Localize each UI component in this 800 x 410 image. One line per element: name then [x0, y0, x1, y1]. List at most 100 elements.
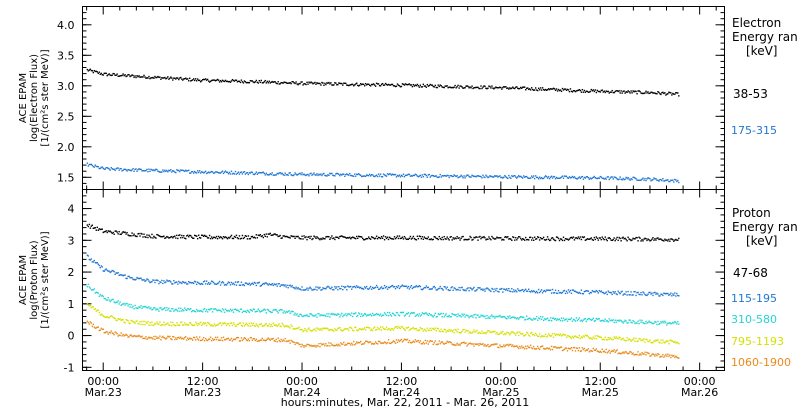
data-point: [147, 77, 149, 79]
data-point: [387, 238, 390, 241]
data-point: [398, 85, 401, 87]
data-point: [645, 294, 647, 296]
data-point: [247, 325, 250, 327]
data-point: [113, 73, 115, 75]
data-point: [485, 239, 487, 241]
data-point: [434, 236, 436, 238]
data-point: [578, 334, 581, 337]
data-point: [133, 321, 135, 324]
data-point: [454, 314, 456, 316]
data-point: [653, 239, 655, 241]
bottom-legend-title1: Proton: [732, 206, 771, 220]
data-point: [120, 75, 122, 77]
data-point: [232, 237, 235, 240]
data-point: [108, 317, 110, 319]
data-point: [543, 239, 546, 241]
data-point: [649, 178, 651, 180]
data-point: [536, 319, 539, 321]
data-point: [346, 173, 348, 175]
data-point: [450, 174, 452, 177]
data-point: [188, 324, 190, 326]
data-point: [484, 343, 486, 346]
data-point: [442, 330, 444, 333]
data-point: [454, 287, 456, 290]
data-point: [383, 328, 386, 330]
data-point: [673, 341, 675, 344]
data-point: [336, 236, 338, 238]
data-point: [568, 348, 571, 350]
data-point: [124, 231, 126, 233]
data-point: [237, 237, 240, 240]
data-point: [510, 177, 512, 180]
data-point: [99, 228, 101, 231]
data-point: [641, 238, 643, 241]
data-point: [253, 308, 256, 311]
data-point: [453, 331, 455, 334]
data-point: [396, 83, 399, 85]
data-point: [358, 286, 360, 288]
data-point: [284, 325, 286, 327]
data-point: [589, 177, 592, 179]
data-point: [582, 335, 585, 337]
data-point: [397, 237, 400, 240]
data-point: [282, 312, 284, 314]
data-point: [107, 297, 109, 299]
data-point: [90, 225, 93, 227]
data-point: [145, 279, 147, 282]
data-point: [381, 82, 384, 85]
data-point: [432, 174, 434, 177]
data-point: [365, 84, 368, 86]
data-point: [299, 329, 301, 331]
data-point: [575, 291, 578, 293]
data-point: [665, 322, 667, 324]
data-point: [107, 73, 109, 76]
data-point: [192, 281, 194, 284]
data-point: [158, 170, 160, 173]
data-point: [559, 346, 562, 348]
data-point: [89, 259, 92, 261]
data-point: [271, 80, 273, 83]
data-point: [584, 239, 587, 241]
data-point: [432, 343, 434, 346]
data-point: [426, 286, 429, 289]
data-point: [575, 347, 578, 349]
data-point: [648, 320, 650, 322]
data-point: [670, 92, 672, 94]
data-point: [388, 236, 391, 239]
data-point: [548, 289, 551, 292]
data-point: [619, 319, 621, 321]
data-point: [627, 236, 629, 238]
data-point: [149, 281, 151, 284]
data-point: [439, 173, 441, 176]
data-point: [508, 332, 510, 334]
data-point: [643, 338, 645, 340]
data-point: [177, 324, 179, 326]
data-point: [230, 234, 233, 237]
data-point: [343, 82, 345, 84]
data-point: [111, 74, 113, 76]
data-point: [363, 286, 366, 288]
data-point: [170, 310, 172, 312]
data-point: [329, 83, 331, 85]
data-point: [200, 234, 203, 236]
data-point: [254, 311, 257, 313]
data-point: [632, 237, 634, 240]
data-point: [476, 236, 478, 238]
data-point: [257, 234, 260, 236]
data-point: [572, 346, 575, 349]
data-point: [274, 340, 276, 342]
data-point: [278, 83, 280, 85]
data-point: [98, 228, 100, 230]
data-point: [337, 288, 339, 291]
data-point: [309, 237, 311, 240]
data-point: [108, 299, 110, 301]
data-point: [276, 310, 278, 313]
data-point: [644, 351, 646, 353]
data-point: [165, 170, 167, 173]
data-point: [159, 235, 161, 237]
data-point: [559, 319, 562, 322]
data-point: [432, 316, 434, 318]
data-point: [217, 79, 220, 81]
data-point: [225, 236, 228, 239]
data-point: [169, 324, 171, 327]
